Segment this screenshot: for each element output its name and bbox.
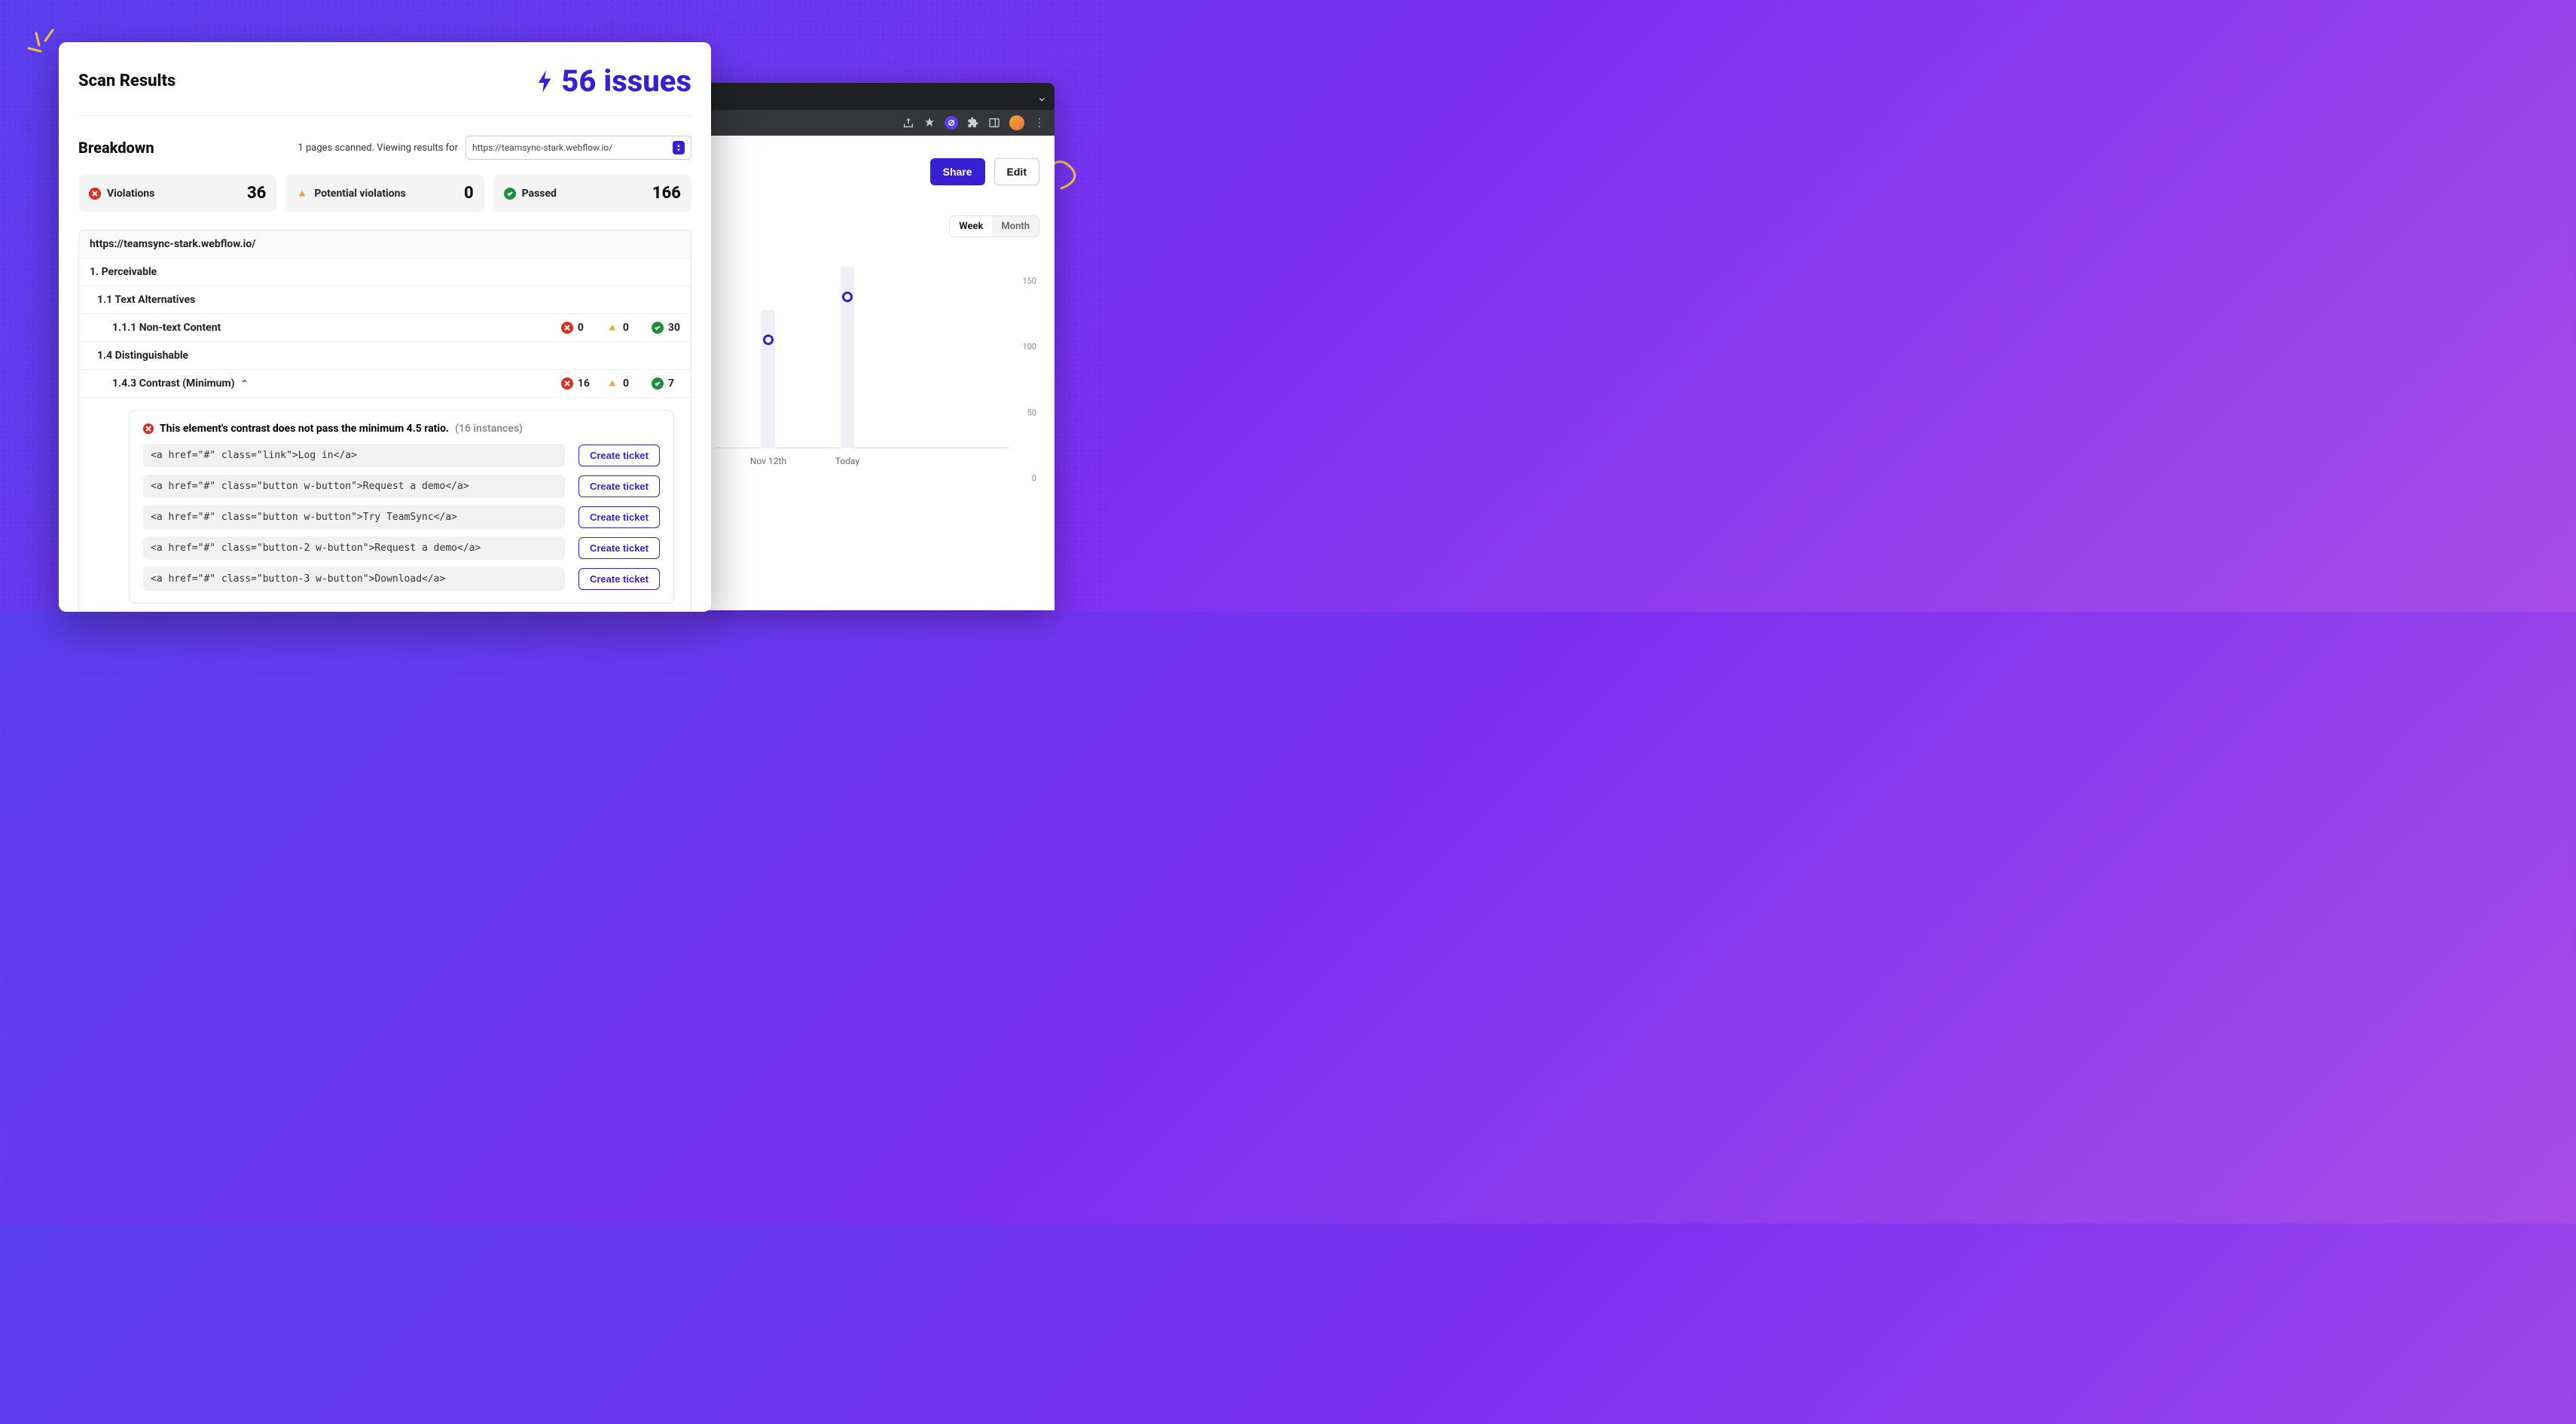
code-snippet: <a href="#" class="button w-button">Requ… <box>143 475 565 498</box>
card-passed-label: Passed <box>522 188 557 200</box>
create-ticket-button[interactable]: Create ticket <box>578 475 660 497</box>
card-passed-value: 166 <box>652 184 681 203</box>
breakdown-title: Breakdown <box>78 139 154 157</box>
stat-warn: 0 <box>623 322 629 334</box>
x-label: Nov 12th <box>750 456 786 466</box>
panel-icon[interactable] <box>988 117 1000 129</box>
ok-icon <box>652 322 664 334</box>
ok-icon <box>652 377 664 390</box>
y-tick: 0 <box>1032 474 1036 484</box>
card-violations-value: 36 <box>247 184 266 203</box>
chart-marker <box>763 335 774 345</box>
ok-icon <box>504 188 516 200</box>
browser-toolbar: ⋮ <box>700 110 1055 136</box>
card-potential: Potential violations 0 <box>285 175 484 212</box>
tree-row[interactable]: 1.1.1 Non-text Content 0 0 30 <box>79 314 691 342</box>
error-icon <box>561 377 573 390</box>
stat-ok: 30 <box>668 322 680 334</box>
tab-dropdown-icon[interactable]: ⌄ <box>1037 90 1047 104</box>
instance-row: <a href="#" class="button w-button">Try … <box>143 506 660 529</box>
stat-warn: 0 <box>623 377 629 390</box>
error-icon <box>143 423 154 434</box>
error-icon <box>89 188 101 200</box>
stat-ok: 7 <box>668 377 674 390</box>
detail-count: (16 instances) <box>455 423 523 435</box>
create-ticket-button[interactable]: Create ticket <box>578 568 660 590</box>
instance-row: <a href="#" class="button-2 w-button">Re… <box>143 536 660 560</box>
tree-row-label: 1.4 Distinguishable <box>97 350 188 362</box>
tree-url-row[interactable]: https://teamsync-stark.webflow.io/ <box>79 231 691 258</box>
results-tree: https://teamsync-stark.webflow.io/ 1. Pe… <box>78 230 691 612</box>
instance-row: <a href="#" class="link">Log in</a> Crea… <box>143 444 660 467</box>
code-snippet: <a href="#" class="button w-button">Try … <box>143 506 565 529</box>
y-tick: 50 <box>1027 408 1036 417</box>
tree-row-label: 1.1 Text Alternatives <box>97 294 195 306</box>
code-snippet: <a href="#" class="link">Log in</a> <box>143 444 565 467</box>
y-tick: 100 <box>1022 342 1036 352</box>
create-ticket-button[interactable]: Create ticket <box>578 506 660 528</box>
tree-row[interactable]: 1.1 Text Alternatives <box>79 286 691 314</box>
spark-decoration <box>23 23 60 60</box>
card-passed: Passed 166 <box>493 175 691 212</box>
tree-url-text: https://teamsync-stark.webflow.io/ <box>90 238 255 250</box>
chevron-up-icon: ⌃ <box>241 378 249 389</box>
code-snippet: <a href="#" class="button-2 w-button">Re… <box>143 536 565 560</box>
detail-message: This element's contrast does not pass th… <box>160 423 449 435</box>
panel-title: Scan Results <box>78 72 175 90</box>
card-violations: Violations 36 <box>78 175 276 212</box>
y-tick: 150 <box>1022 276 1036 286</box>
scan-results-panel: Scan Results 56 issues Breakdown 1 pages… <box>59 42 711 612</box>
violation-detail: This element's contrast does not pass th… <box>129 410 674 604</box>
range-toggle: Week Month <box>949 215 1039 237</box>
card-potential-value: 0 <box>464 184 474 203</box>
browser-window: ⌄ ⋮ Share Edit <box>700 83 1055 610</box>
share-button[interactable]: Share <box>930 158 985 185</box>
extensions-puzzle-icon[interactable] <box>967 117 979 129</box>
filter-prefix: 1 pages scanned. Viewing results for <box>298 142 458 154</box>
instance-row: <a href="#" class="button w-button">Requ… <box>143 475 660 498</box>
tree-row[interactable]: 1. Perceivable <box>79 258 691 286</box>
warn-icon <box>606 322 618 334</box>
stepper-icon <box>673 141 685 154</box>
x-label: Today <box>835 456 859 466</box>
chart-bar <box>762 310 775 448</box>
error-icon <box>561 322 573 334</box>
instance-row: <a href="#" class="button-3 w-button">Do… <box>143 567 660 591</box>
card-potential-label: Potential violations <box>314 188 405 200</box>
issues-count: 56 issues <box>537 63 691 99</box>
profile-avatar[interactable] <box>1009 115 1024 130</box>
toggle-month[interactable]: Month <box>992 216 1039 237</box>
code-snippet: <a href="#" class="button-3 w-button">Do… <box>143 567 565 591</box>
extension-badge-icon[interactable] <box>945 116 958 130</box>
browser-chrome: ⌄ ⋮ <box>700 83 1055 136</box>
stat-err: 16 <box>578 377 590 390</box>
tree-row[interactable]: 1.4 Distinguishable <box>79 342 691 370</box>
share-icon[interactable] <box>902 117 914 129</box>
warn-icon <box>296 188 308 200</box>
stat-err: 0 <box>578 322 584 334</box>
chart-marker <box>842 292 853 302</box>
create-ticket-button[interactable]: Create ticket <box>578 537 660 559</box>
chart: 0 50 100 150 Nov 12th Today <box>716 267 1039 509</box>
warn-icon <box>606 377 618 390</box>
toggle-week[interactable]: Week <box>950 216 992 237</box>
bookmark-star-icon[interactable] <box>923 117 935 129</box>
url-select-value: https://teamsync-stark.webflow.io/ <box>472 142 612 153</box>
bolt-icon <box>537 70 554 93</box>
url-select[interactable]: https://teamsync-stark.webflow.io/ <box>465 136 691 160</box>
kebab-menu-icon[interactable]: ⋮ <box>1033 117 1045 129</box>
tree-row-label: 1. Perceivable <box>90 266 157 278</box>
edit-button[interactable]: Edit <box>994 158 1039 185</box>
create-ticket-button[interactable]: Create ticket <box>578 445 660 466</box>
card-violations-label: Violations <box>107 188 154 200</box>
tree-row-label: 1.1.1 Non-text Content <box>112 322 221 334</box>
tree-row[interactable]: 1.4.3 Contrast (Minimum) ⌃ 16 0 7 <box>79 370 691 398</box>
tree-row-label: 1.4.3 Contrast (Minimum) <box>112 377 235 390</box>
